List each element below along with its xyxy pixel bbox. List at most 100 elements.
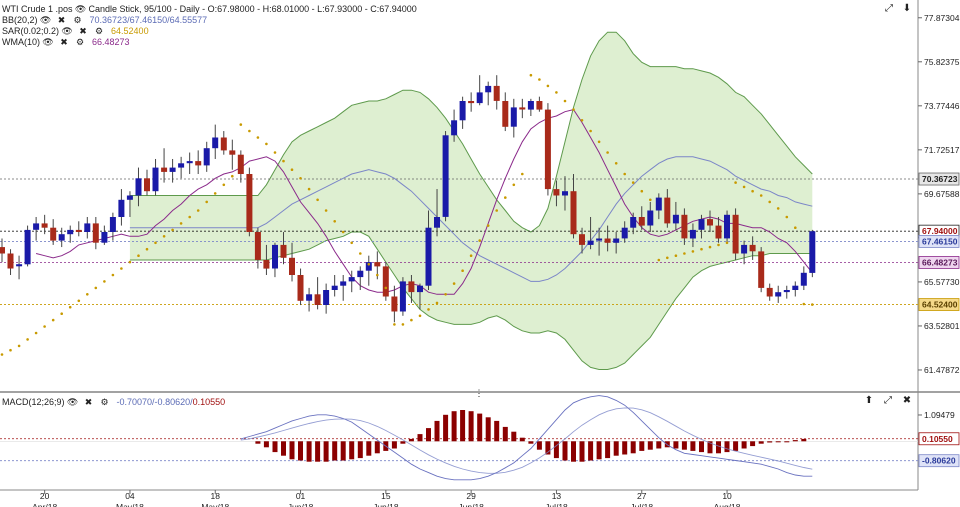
bollinger-band-fill [129, 32, 813, 370]
macd-histogram-bar [545, 441, 551, 455]
macd-histogram-bar [272, 441, 278, 453]
candle-body [698, 219, 705, 230]
sar-dot [77, 299, 81, 303]
drag-handle-icon[interactable]: ⋮ [474, 388, 484, 398]
candle-body [510, 107, 517, 127]
sar-dot [213, 192, 217, 195]
candle-body [0, 247, 5, 254]
move-up-icon[interactable]: ⬆ [864, 395, 874, 406]
sar-dot [256, 136, 260, 139]
candle-body [178, 163, 185, 168]
macd-histogram-bar [733, 441, 739, 451]
candle-body [365, 262, 372, 271]
sar-dot [231, 174, 234, 178]
macd-line [240, 395, 813, 481]
gear-icon[interactable]: ⚙ [94, 26, 104, 36]
eye-icon[interactable]: 👁 [66, 397, 79, 407]
eye-icon[interactable]: 👁 [61, 26, 73, 36]
time-tick-month: Apr/18 [32, 502, 57, 507]
sar-dot [162, 235, 166, 238]
macd-histogram-bar [681, 441, 687, 450]
eye-icon[interactable]: 👁 [74, 4, 87, 14]
sar-dot [572, 108, 575, 111]
sar-dot [555, 91, 558, 94]
macd-legend: MACD(12;26;9) 👁 ✖ ⚙ -0.70070/-0.80620/ 0… [2, 396, 225, 408]
sar-dot [145, 247, 149, 251]
gear-icon[interactable]: ⚙ [75, 37, 85, 47]
wma-legend: WMA(10) 👁 ✖ ⚙ 66.48273 [2, 36, 130, 48]
macd-histogram-bar [263, 441, 269, 448]
close-icon[interactable]: ✖ [902, 395, 912, 406]
price-label: 66.48273 [922, 257, 958, 267]
candle-body [50, 227, 57, 241]
price-tick-label: 63.52801 [924, 321, 960, 331]
close-icon[interactable]: ✖ [60, 37, 68, 47]
macd-histogram-bar [349, 441, 355, 460]
candle-body [425, 227, 432, 286]
sar-dot [674, 254, 678, 257]
candle-body [109, 217, 116, 232]
candle-body [323, 290, 330, 305]
macd-histogram-bar [639, 441, 645, 451]
candle-body [289, 257, 295, 275]
macd-label-box [918, 432, 960, 446]
candle-body [570, 191, 577, 235]
macd-histogram-bar [553, 441, 559, 459]
sar-dot [435, 301, 439, 305]
macd-histogram-bar [357, 441, 363, 459]
candle-body [630, 217, 637, 228]
macd-histogram-bar [588, 441, 594, 461]
gear-icon[interactable]: ⚙ [100, 397, 109, 407]
sar-dot [68, 305, 72, 309]
sar-dot [273, 151, 277, 154]
macd-histogram-bar [767, 441, 773, 443]
eye-icon[interactable]: 👁 [42, 37, 54, 47]
candle-body [399, 281, 406, 312]
macd-histogram-bar [562, 441, 568, 461]
close-icon[interactable]: ✖ [57, 15, 66, 25]
price-label: 64.52400 [922, 300, 958, 310]
macd-histogram-bar [468, 411, 474, 442]
eye-icon[interactable]: 👁 [39, 15, 52, 25]
sar-dot [43, 325, 46, 328]
candle-body [655, 197, 662, 211]
candle-body [391, 296, 398, 312]
price-label-box [918, 256, 960, 269]
candle-body [587, 240, 594, 245]
time-tick-day: 04 [125, 491, 135, 501]
sar-dot [179, 222, 183, 225]
macd-histogram-bar [374, 441, 380, 454]
close-icon[interactable]: ✖ [79, 26, 87, 36]
candle-body [476, 92, 483, 104]
expand-icon[interactable]: ⤢ [884, 395, 892, 406]
macd-histogram-bar [426, 428, 431, 442]
sar-dot [640, 189, 644, 193]
price-tick-label: 65.57730 [924, 277, 960, 287]
price-label: 70.36723 [922, 174, 958, 184]
sar-dot [785, 215, 789, 219]
macd-histogram-bar [306, 441, 312, 462]
candle-body [732, 214, 739, 254]
sar-dot [384, 286, 388, 290]
macd-histogram-bar [289, 441, 295, 460]
expand-icon[interactable]: ⤢ [885, 3, 893, 14]
close-icon[interactable]: ✖ [84, 397, 93, 407]
candle-body [118, 199, 125, 217]
candle-body [237, 154, 244, 174]
time-tick-day: 18 [211, 491, 221, 501]
macd-histogram-bar [536, 441, 542, 450]
candle-body [152, 167, 159, 192]
gear-icon[interactable]: ⚙ [73, 15, 82, 25]
sar-dot [205, 200, 208, 204]
sar-dot [17, 344, 21, 348]
candle-body [417, 285, 423, 293]
sar-dot [26, 338, 29, 341]
macd-histogram-bar [741, 441, 747, 449]
macd-histogram-bar [255, 441, 261, 444]
sar-dot [376, 273, 379, 277]
candle-body [58, 234, 65, 241]
sar-dot [768, 200, 771, 204]
collapse-icon[interactable]: ⬇ [902, 3, 912, 14]
sar-dot [282, 159, 285, 163]
